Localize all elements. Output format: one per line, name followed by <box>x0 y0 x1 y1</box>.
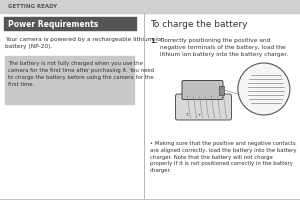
Bar <box>4 18 136 31</box>
Text: T-: T- <box>185 113 189 116</box>
Text: 1.: 1. <box>150 38 158 44</box>
FancyBboxPatch shape <box>176 95 232 120</box>
Bar <box>220 87 224 96</box>
Bar <box>0 0 300 14</box>
Text: Power Requirements: Power Requirements <box>8 20 98 29</box>
Circle shape <box>238 64 290 115</box>
Text: The battery is not fully charged when you use the
camera for the first time afte: The battery is not fully charged when yo… <box>8 61 154 87</box>
Text: • Making sure that the positive and negative contacts
are aligned correctly, loa: • Making sure that the positive and nega… <box>150 140 296 172</box>
Bar <box>5 57 134 104</box>
Text: Correctly positioning the positive and
negative terminals of the battery, load t: Correctly positioning the positive and n… <box>160 38 288 57</box>
FancyBboxPatch shape <box>182 81 223 100</box>
Text: To charge the battery: To charge the battery <box>150 20 248 29</box>
Text: +: + <box>197 113 201 116</box>
Text: Your camera is powered by a rechargeable lithium ion
battery (NP-20).: Your camera is powered by a rechargeable… <box>5 37 164 49</box>
Text: GETTING READY: GETTING READY <box>8 4 57 9</box>
